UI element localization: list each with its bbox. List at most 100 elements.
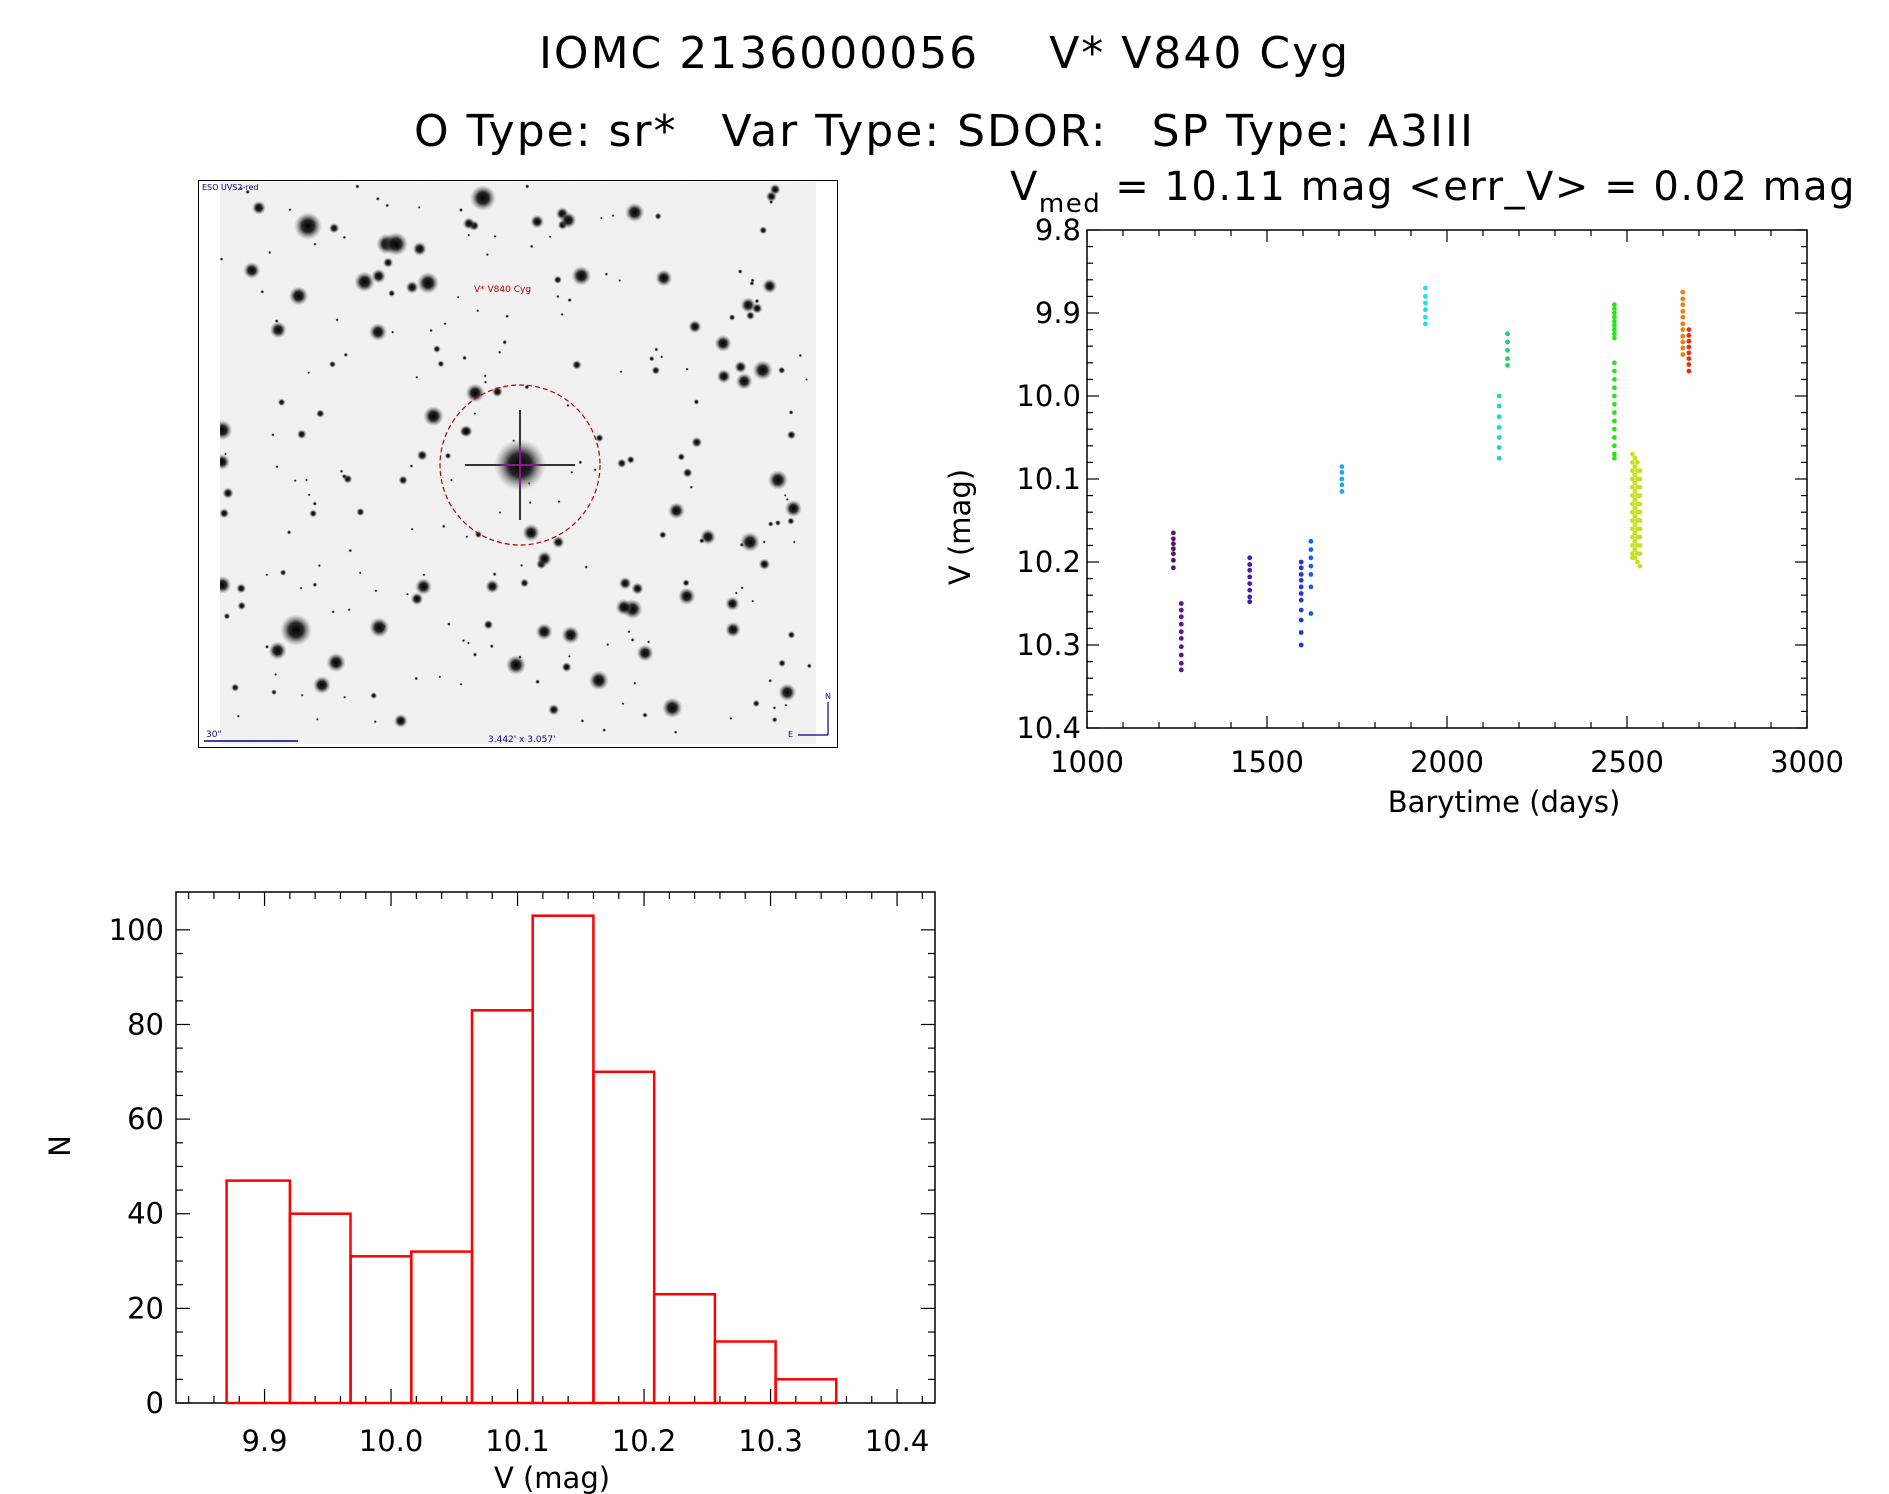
lc-data-point xyxy=(1632,505,1638,511)
field-star xyxy=(735,372,753,390)
field-star xyxy=(784,499,803,518)
field-star xyxy=(714,334,732,352)
lc-data-point xyxy=(1637,484,1643,490)
lc-data-point xyxy=(1178,601,1184,606)
field-star xyxy=(725,621,741,638)
field-star xyxy=(271,689,277,696)
field-star xyxy=(388,289,396,297)
lc-data-point xyxy=(1637,493,1643,498)
lc-data-point xyxy=(1632,513,1638,519)
hist-bars xyxy=(225,914,838,1405)
field-star xyxy=(662,697,683,719)
field-star xyxy=(433,345,441,353)
field-star xyxy=(556,294,560,299)
lc-data-point xyxy=(1630,501,1635,507)
hist-x-tick-label: 10.3 xyxy=(738,1424,803,1458)
lc-plot-frame xyxy=(1086,229,1808,729)
chart-header: IOMC 2136000056 V* V840 Cyg O Type: sr* Va… xyxy=(0,0,1889,160)
hist-x-tick-label: 10.2 xyxy=(612,1424,677,1458)
lc-data-point xyxy=(1630,509,1635,515)
field-star xyxy=(498,511,502,514)
field-star xyxy=(734,591,738,595)
field-star xyxy=(369,617,390,638)
lc-data-points xyxy=(1171,285,1692,673)
lc-y-tick-label: 9.9 xyxy=(1035,296,1081,330)
field-star xyxy=(520,578,529,588)
field-star xyxy=(274,672,278,677)
lc-data-point xyxy=(1612,360,1617,366)
field-star xyxy=(561,625,580,645)
field-star xyxy=(220,453,230,470)
field-star xyxy=(778,659,786,668)
field-star xyxy=(328,222,340,234)
field-star xyxy=(358,571,362,575)
lc-data-point xyxy=(1178,614,1184,620)
lc-data-point xyxy=(1171,565,1176,571)
bright-star xyxy=(740,532,760,552)
field-star xyxy=(548,235,552,239)
field-star xyxy=(483,380,488,384)
field-star xyxy=(236,583,247,594)
field-star xyxy=(571,265,592,286)
field-star xyxy=(618,279,622,282)
field-star xyxy=(769,199,774,205)
lc-data-point xyxy=(1178,629,1184,635)
field-star xyxy=(762,278,778,294)
lc-data-point xyxy=(1308,563,1314,569)
hist-y-tick-label: 100 xyxy=(109,913,164,947)
lc-x-tick-label: 1000 xyxy=(1050,745,1124,779)
field-star xyxy=(409,464,414,468)
field-star xyxy=(231,683,240,692)
field-star xyxy=(561,662,572,673)
spectral-type: SP Type: A3III xyxy=(1151,106,1475,157)
lc-data-point xyxy=(1637,476,1643,482)
field-star xyxy=(536,551,553,567)
lc-data-point xyxy=(1680,302,1686,308)
lc-data-point xyxy=(1686,356,1692,361)
lc-data-point xyxy=(1298,591,1304,596)
field-star xyxy=(429,328,433,333)
lc-data-point xyxy=(1686,327,1692,332)
field-star xyxy=(405,280,419,294)
field-star xyxy=(566,403,570,408)
finder-chart-image: ESO UVS2-red V* V840 Cyg 30" 3.442' x 3.… xyxy=(198,180,838,748)
field-star xyxy=(347,608,351,612)
lc-data-point xyxy=(1308,555,1314,561)
lc-data-point xyxy=(1612,426,1617,432)
field-star xyxy=(385,203,390,208)
lc-xlabel: Barytime (days) xyxy=(1388,785,1621,819)
field-star xyxy=(223,612,231,620)
lc-data-point xyxy=(1637,526,1643,532)
lc-data-point xyxy=(1686,350,1692,356)
field-star xyxy=(627,630,631,634)
lc-data-point xyxy=(1635,559,1640,565)
field-star xyxy=(312,582,318,588)
field-star xyxy=(259,206,264,210)
field-star xyxy=(312,501,317,506)
object-types: O Type: sr* Var Type: SDOR: SP Type: A3III xyxy=(0,106,1889,157)
field-star xyxy=(374,589,378,593)
lc-data-point xyxy=(1630,518,1635,523)
lc-data-point xyxy=(1612,318,1617,324)
field-star xyxy=(560,212,577,229)
field-star xyxy=(758,558,771,570)
field-star xyxy=(752,699,760,708)
lc-data-point xyxy=(1298,597,1304,603)
light-curve-chart: Vmed = 10.11 mag <err_V> = 0.02 mag 1000 1… xyxy=(943,170,1855,819)
field-star xyxy=(461,638,466,643)
field-star xyxy=(220,576,232,594)
lc-data-point xyxy=(1680,352,1686,357)
field-star xyxy=(382,257,394,268)
field-star xyxy=(769,183,781,195)
field-star xyxy=(677,453,686,461)
lc-data-point xyxy=(1630,460,1635,465)
field-star xyxy=(476,309,480,313)
lc-data-point xyxy=(1637,518,1643,523)
field-star xyxy=(343,352,348,357)
lc-data-point xyxy=(1178,621,1184,627)
field-star xyxy=(326,652,346,673)
field-star xyxy=(631,582,644,595)
field-star xyxy=(774,519,781,526)
field-star xyxy=(602,728,607,732)
iomc-id: IOMC 2136000056 xyxy=(538,28,980,79)
